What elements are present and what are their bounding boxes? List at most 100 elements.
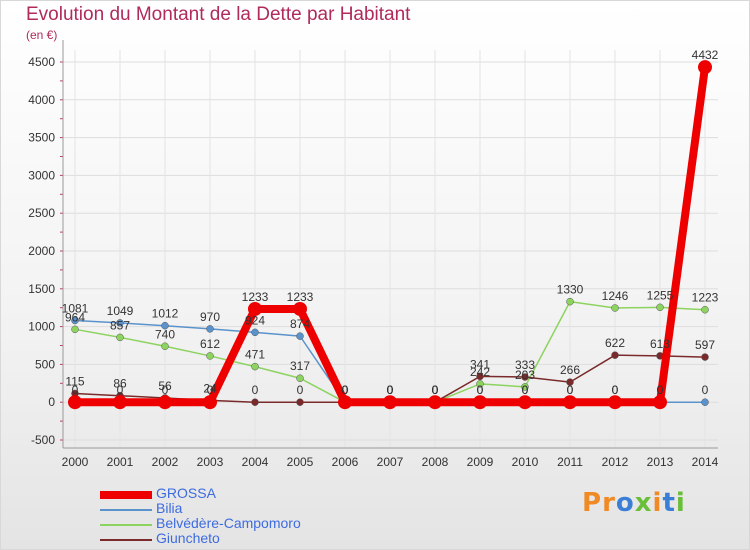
y-tick-label: 4000 xyxy=(28,93,55,107)
x-tick-label: 2006 xyxy=(332,455,359,469)
data-label-Giuncheto: 0 xyxy=(252,383,259,397)
data-label-Bilia: 0 xyxy=(432,383,439,397)
legend-label-grossa: GROSSA xyxy=(156,485,216,501)
logo-letter: i xyxy=(675,488,686,518)
data-label-Giuncheto: 86 xyxy=(113,377,127,391)
logo-letter: o xyxy=(615,488,635,518)
data-point-Belvédère-Campomoro xyxy=(701,305,709,314)
chart-title: Evolution du Montant de la Dette par Hab… xyxy=(26,4,411,25)
y-tick-label: 1500 xyxy=(28,282,55,296)
data-label-Giuncheto: 0 xyxy=(432,383,439,397)
data-point-Giuncheto xyxy=(296,398,304,406)
data-point-Belvédère-Campomoro xyxy=(566,297,574,306)
x-tick-label: 2011 xyxy=(557,455,583,469)
legend-swatch-bilia xyxy=(100,509,152,511)
data-label-Bilia: 0 xyxy=(477,383,484,397)
data-point-Belvédère-Campomoro xyxy=(71,325,79,334)
legend-label-bilia: Bilia xyxy=(156,500,183,516)
data-label-Belvédère-Campomoro: 317 xyxy=(290,359,310,373)
y-tick-label: 4500 xyxy=(28,55,55,69)
data-label-Giuncheto: 613 xyxy=(650,337,670,351)
data-label-GROSSA: 0 xyxy=(387,383,394,397)
data-point-Bilia xyxy=(161,321,169,330)
data-label-GROSSA: 0 xyxy=(162,383,169,397)
data-label-Belvédère-Campomoro: 964 xyxy=(65,310,85,324)
legend-swatch-grossa xyxy=(100,491,152,499)
data-point-Belvédère-Campomoro xyxy=(116,333,124,342)
data-label-GROSSA: 0 xyxy=(567,383,574,397)
data-label-GROSSA: 4432 xyxy=(692,48,719,62)
data-point-GROSSA xyxy=(158,395,172,410)
data-label-Bilia: 0 xyxy=(342,383,349,397)
data-point-GROSSA xyxy=(428,395,442,410)
data-point-GROSSA xyxy=(113,395,127,410)
data-point-GROSSA xyxy=(473,395,487,410)
data-point-Belvédère-Campomoro xyxy=(296,374,304,382)
data-point-GROSSA xyxy=(338,395,352,410)
legend-swatch-giuncheto xyxy=(100,539,152,541)
data-point-GROSSA xyxy=(383,395,397,410)
data-label-Belvédère-Campomoro: 1330 xyxy=(557,283,584,297)
y-tick-label: 2500 xyxy=(28,206,55,220)
legend-label-giuncheto: Giuncheto xyxy=(156,530,220,546)
data-point-Belvédère-Campomoro xyxy=(476,380,484,388)
data-point-Giuncheto xyxy=(476,372,484,381)
y-tick-label: 3000 xyxy=(28,168,55,182)
data-label-Belvédère-Campomoro: 471 xyxy=(245,348,265,362)
data-label-Giuncheto: 341 xyxy=(470,357,490,371)
data-label-Belvédère-Campomoro: 0 xyxy=(387,383,394,397)
data-label-Belvédère-Campomoro: 612 xyxy=(200,337,220,351)
data-label-Bilia: 1081 xyxy=(62,301,89,315)
data-label-Belvédère-Campomoro: 0 xyxy=(432,383,439,397)
data-point-GROSSA xyxy=(653,395,667,410)
data-point-GROSSA xyxy=(293,301,307,316)
x-tick-label: 2007 xyxy=(377,455,404,469)
x-tick-label: 2000 xyxy=(62,455,89,469)
data-label-Belvédère-Campomoro: 857 xyxy=(110,318,130,332)
data-label-GROSSA: 0 xyxy=(117,383,124,397)
data-label-GROSSA: 0 xyxy=(522,383,529,397)
x-tick-label: 2005 xyxy=(287,455,314,469)
data-point-Giuncheto xyxy=(521,373,529,381)
data-label-Bilia: 0 xyxy=(657,383,664,397)
data-label-GROSSA: 1233 xyxy=(242,290,269,304)
data-label-GROSSA: 0 xyxy=(477,383,484,397)
data-point-Bilia xyxy=(251,328,259,337)
x-tick-label: 2009 xyxy=(467,455,494,469)
logo-letter: x xyxy=(634,488,653,518)
data-point-Belvédère-Campomoro xyxy=(251,362,259,371)
data-point-GROSSA xyxy=(248,301,262,316)
data-label-Giuncheto: 115 xyxy=(65,375,84,389)
data-point-Giuncheto xyxy=(251,398,259,406)
data-label-Giuncheto: 333 xyxy=(515,358,535,372)
data-label-GROSSA: 0 xyxy=(342,383,349,397)
data-label-Giuncheto: 0 xyxy=(297,383,304,397)
y-tick-label: 3500 xyxy=(28,131,55,145)
y-tick-label: 500 xyxy=(35,357,55,371)
data-label-Bilia: 0 xyxy=(612,383,619,397)
data-point-Bilia xyxy=(296,332,304,340)
data-label-Belvédère-Campomoro: 203 xyxy=(515,368,535,382)
logo-letter: P xyxy=(582,488,603,518)
data-point-GROSSA xyxy=(698,60,712,75)
legend-swatch-belvedere xyxy=(100,524,152,526)
data-point-Giuncheto xyxy=(701,353,709,361)
data-label-Bilia: 0 xyxy=(522,383,529,397)
y-tick-label: 0 xyxy=(48,395,55,409)
data-label-Giuncheto: 597 xyxy=(695,338,715,352)
data-label-Belvédère-Campomoro: 242 xyxy=(470,365,490,379)
data-label-Giuncheto: 24 xyxy=(203,381,217,395)
y-tick-label: -500 xyxy=(31,433,55,447)
data-point-GROSSA xyxy=(563,395,577,410)
data-label-Bilia: 1049 xyxy=(107,304,134,318)
x-tick-label: 2003 xyxy=(197,455,224,469)
chart-subtitle: (en €) xyxy=(26,28,58,42)
logo-letter: t xyxy=(662,488,676,518)
data-label-GROSSA: 0 xyxy=(657,383,664,397)
x-tick-label: 2012 xyxy=(602,455,629,469)
data-label-GROSSA: 0 xyxy=(612,383,619,397)
data-point-Bilia xyxy=(206,325,214,333)
data-point-GROSSA xyxy=(68,395,82,410)
